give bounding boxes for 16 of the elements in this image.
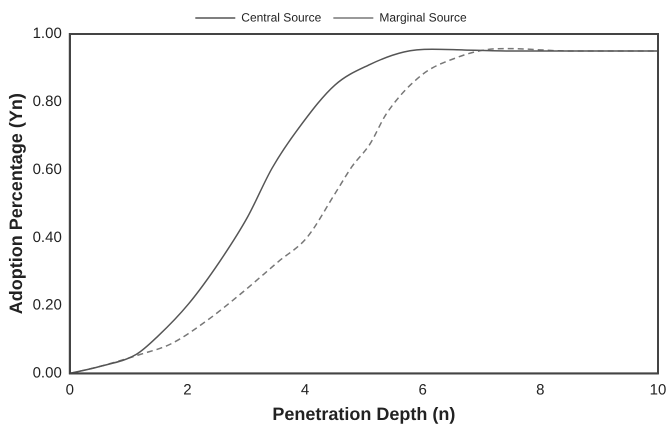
y-tick-label: 0.80	[32, 93, 62, 110]
x-axis-title: Penetration Depth (n)	[272, 404, 456, 424]
y-tick-label: 0.60	[32, 160, 62, 178]
y-tick-label: 1.00	[32, 25, 62, 42]
y-tick-label: 0.00	[32, 364, 62, 382]
x-tick-label: 10	[650, 382, 666, 399]
x-tick-label: 8	[536, 382, 545, 399]
y-tick-label: 0.20	[32, 296, 62, 314]
y-tick-label: 0.40	[32, 228, 62, 246]
y-axis-title: Adoption Percentage (Yn)	[6, 93, 26, 314]
x-tick-label: 4	[300, 382, 310, 399]
legend-label: Central Source	[241, 10, 322, 24]
legend-label: Marginal Source	[379, 10, 468, 24]
x-tick-label: 6	[418, 382, 427, 399]
x-tick-label: 2	[183, 382, 192, 399]
x-tick-label: 0	[66, 382, 74, 399]
